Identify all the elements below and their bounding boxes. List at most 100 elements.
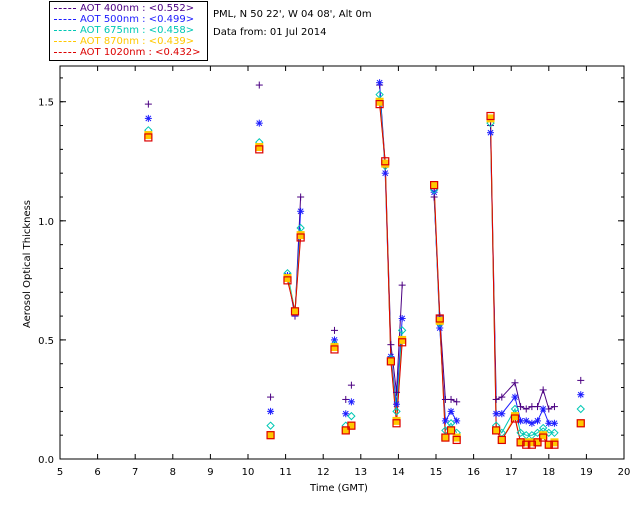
data-point-series-3 [330, 343, 339, 352]
data-point-series-1 [297, 207, 305, 215]
data-point-series-4 [497, 435, 506, 445]
data-point-series-4 [398, 338, 407, 347]
legend-swatch-675 [54, 29, 76, 31]
data-point-series-1 [330, 336, 338, 344]
legend-item-1020: AOT 1020nm : <0.432> [54, 47, 200, 58]
data-point-series-1 [528, 419, 536, 427]
data-point-series-4 [452, 435, 461, 445]
data-point-series-4 [539, 433, 548, 442]
data-point-series-1 [487, 129, 495, 137]
data-point-series-0 [267, 393, 275, 401]
data-point-series-3 [492, 426, 501, 435]
x-tick-label: 8 [170, 467, 176, 478]
data-point-series-4 [550, 440, 559, 449]
data-point-series-1 [550, 419, 558, 427]
data-point-series-1 [347, 398, 355, 406]
x-axis-label: Time (GMT) [309, 483, 368, 494]
data-point-series-1 [447, 407, 455, 415]
data-point-series-4 [144, 133, 153, 142]
data-point-series-0 [255, 81, 263, 89]
data-point-series-0 [539, 386, 547, 394]
data-point-series-1 [453, 417, 461, 425]
data-point-series-0 [517, 403, 525, 411]
data-point-series-2 [576, 404, 585, 414]
data-point-series-0 [297, 193, 305, 201]
data-point-series-1 [545, 419, 553, 427]
legend-swatch-500 [54, 18, 76, 20]
data-point-series-3 [447, 426, 456, 435]
x-tick-label: 17 [505, 467, 518, 478]
data-point-series-0 [347, 381, 355, 389]
data-point-series-3 [386, 357, 395, 366]
data-point-series-0 [342, 395, 350, 403]
data-point-series-3 [441, 433, 450, 442]
data-point-series-2 [550, 428, 559, 438]
data-point-series-3 [398, 335, 407, 344]
x-tick-label: 20 [618, 467, 631, 478]
data-point-series-2 [516, 428, 525, 438]
data-point-series-4 [446, 426, 456, 435]
legend-label-870: AOT 870nm : <0.439> [80, 36, 195, 47]
x-tick-label: 12 [317, 467, 330, 478]
data-point-series-4 [381, 157, 390, 166]
x-tick-label: 16 [467, 467, 480, 478]
data-point-series-0 [144, 100, 152, 108]
data-point-series-1 [441, 417, 449, 425]
legend: AOT 400nm : <0.552> AOT 500nm : <0.499> … [49, 1, 208, 61]
data-point-series-2 [266, 421, 275, 430]
data-point-series-0 [393, 388, 401, 396]
data-point-series-3 [486, 114, 495, 123]
data-point-series-0 [492, 395, 500, 403]
y-tick-label: 0.5 [38, 336, 54, 347]
data-point-series-1 [498, 410, 506, 418]
y-tick-label: 1.5 [38, 98, 54, 109]
data-point-series-1 [393, 400, 401, 408]
data-point-series-2 [347, 411, 356, 421]
legend-swatch-870 [54, 40, 76, 42]
series-line-1 [490, 132, 555, 424]
data-point-series-0 [577, 376, 585, 384]
series-line-0 [433, 196, 457, 403]
x-tick-label: 10 [242, 467, 255, 478]
data-point-series-0 [550, 403, 558, 411]
data-point-series-0 [398, 281, 406, 289]
data-point-series-3 [497, 435, 506, 444]
data-point-series-1 [511, 393, 519, 401]
data-point-series-1 [144, 114, 152, 122]
data-point-series-4 [430, 180, 439, 190]
data-point-series-1 [398, 314, 406, 322]
series-line-2 [490, 123, 555, 436]
data-point-series-0 [534, 403, 542, 411]
data-point-series-3 [576, 419, 585, 428]
legend-swatch-400 [54, 7, 76, 9]
data-point-series-1 [342, 410, 350, 418]
data-point-series-3 [144, 131, 153, 140]
y-axis-label: Aerosol Optical Thickness [22, 200, 33, 328]
data-point-series-3 [291, 307, 299, 316]
data-point-series-4 [386, 357, 395, 366]
data-point-series-3 [381, 159, 390, 168]
data-point-series-1 [376, 79, 384, 87]
data-point-series-0 [447, 395, 455, 403]
data-point-series-2 [392, 407, 401, 416]
data-point-series-1 [539, 405, 547, 413]
data-point-series-1 [381, 169, 389, 177]
x-tick-label: 15 [430, 467, 443, 478]
data-point-series-4 [341, 426, 350, 435]
data-point-series-1 [436, 324, 444, 332]
data-point-series-3 [296, 231, 305, 240]
data-point-series-3 [430, 181, 439, 190]
data-point-series-0 [387, 341, 395, 349]
data-point-series-4 [441, 433, 450, 442]
data-point-series-4 [347, 421, 356, 430]
data-point-series-4 [510, 414, 520, 423]
legend-label-675: AOT 675nm : <0.458> [80, 25, 195, 36]
data-point-series-4 [544, 440, 553, 449]
data-point-series-4 [375, 100, 384, 109]
date-info: Data from: 01 Jul 2014 [213, 27, 327, 38]
legend-label-1020: AOT 1020nm : <0.432> [80, 47, 201, 58]
data-point-series-1 [430, 188, 438, 196]
data-point-series-4 [576, 419, 585, 428]
